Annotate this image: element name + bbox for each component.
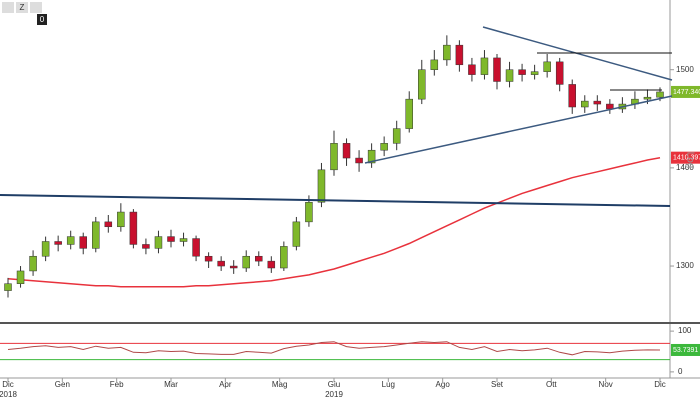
- candle-body: [104, 221, 113, 228]
- candle-body: [443, 44, 451, 61]
- candle-body: [154, 236, 163, 249]
- candle-body: [16, 270, 25, 284]
- candle-body: [192, 238, 200, 257]
- year-label: 2018: [0, 390, 17, 399]
- x-tick-label: Ott: [546, 380, 557, 389]
- candle-body: [530, 71, 539, 75]
- candle-body: [4, 283, 12, 291]
- x-tick-label: Gen: [55, 380, 70, 389]
- candle-body: [92, 221, 100, 249]
- count-box: [37, 14, 47, 25]
- trend-line: [0, 194, 671, 207]
- candle-body: [292, 221, 301, 247]
- candle-body: [41, 241, 50, 257]
- y-tick-label: 1400: [676, 163, 694, 172]
- price-tag: [671, 85, 700, 98]
- candle-body: [305, 201, 313, 223]
- x-tick-label: Apr: [219, 380, 232, 389]
- rsi-line: [7, 341, 661, 356]
- candle-body: [418, 69, 426, 100]
- y-tick-label: 1300: [676, 261, 694, 270]
- x-tick-label: Set: [491, 380, 504, 389]
- tool-button[interactable]: [2, 2, 14, 13]
- tool-button[interactable]: [16, 2, 28, 13]
- candle-body: [142, 244, 150, 249]
- candle-body: [505, 69, 514, 82]
- candle-body: [581, 100, 589, 108]
- candle-body: [430, 59, 439, 70]
- candle-body: [543, 61, 551, 72]
- rsi-tag: [671, 343, 700, 356]
- plot: 1300 1400 1500 Dic Gen Feb Mar Apr Mag Giu Lug Ago S…: [0, 35, 700, 399]
- candle-body: [66, 236, 75, 245]
- zoom-label[interactable]: Z: [20, 3, 25, 12]
- x-tick-label: Ago: [436, 380, 451, 389]
- candle-body: [480, 57, 489, 75]
- candle-body: [217, 260, 225, 267]
- candle-body: [129, 211, 138, 245]
- candle-body: [455, 44, 464, 66]
- candle-body: [229, 265, 238, 269]
- x-tick-label: Nov: [599, 380, 613, 389]
- candle-body: [317, 169, 326, 203]
- candle-body: [267, 260, 276, 269]
- candle-body: [255, 255, 263, 262]
- rsi-tick-label: 0: [678, 367, 683, 376]
- candle-body: [117, 211, 125, 228]
- y-tick-label: 1500: [676, 65, 694, 74]
- candle-body: [656, 91, 664, 98]
- count-label: 0: [40, 15, 45, 24]
- candle-body: [380, 143, 388, 151]
- candle-body: [342, 143, 351, 159]
- scale-label: Log: [684, 152, 695, 169]
- moving-average: [7, 156, 661, 288]
- candle-body: [242, 255, 250, 269]
- x-tick-label: Dic: [2, 380, 14, 389]
- year-label: 2019: [325, 390, 343, 399]
- candle-body: [493, 57, 501, 82]
- tool-button[interactable]: [30, 2, 42, 13]
- price-tag-label: 1410.3979: [673, 155, 700, 162]
- candle-body: [593, 100, 602, 105]
- candle-body: [29, 255, 37, 272]
- candle-body: [606, 103, 614, 110]
- rsi-tag-label: 53.7391: [673, 347, 698, 354]
- trend-line: [364, 95, 673, 164]
- candle-body: [167, 236, 175, 242]
- rsi-tick-label: 100: [678, 326, 692, 335]
- candle-body: [568, 84, 576, 108]
- candle-body: [79, 236, 87, 249]
- candle-body: [204, 255, 213, 262]
- x-tick-label: Giu: [328, 380, 340, 389]
- candle-body: [367, 149, 376, 164]
- x-tick-label: Feb: [110, 380, 124, 389]
- x-tick-label: Dic: [654, 380, 666, 389]
- x-tick-label: Mar: [164, 380, 178, 389]
- candle-body: [555, 61, 564, 85]
- price-tag-label: 1477.3401: [673, 89, 700, 96]
- candle-body: [54, 241, 62, 245]
- candle-body: [355, 157, 363, 164]
- candle-body: [518, 69, 526, 75]
- candle-body: [280, 246, 288, 269]
- candle-body: [643, 96, 652, 100]
- candle-body: [392, 128, 401, 144]
- price-tag: [671, 151, 700, 164]
- x-tick-label: Mag: [272, 380, 288, 389]
- candle-body: [179, 238, 188, 242]
- x-tick-label: Lug: [382, 380, 395, 389]
- candle-body: [330, 143, 338, 171]
- candle-body: [405, 98, 413, 129]
- candle-body: [468, 64, 476, 75]
